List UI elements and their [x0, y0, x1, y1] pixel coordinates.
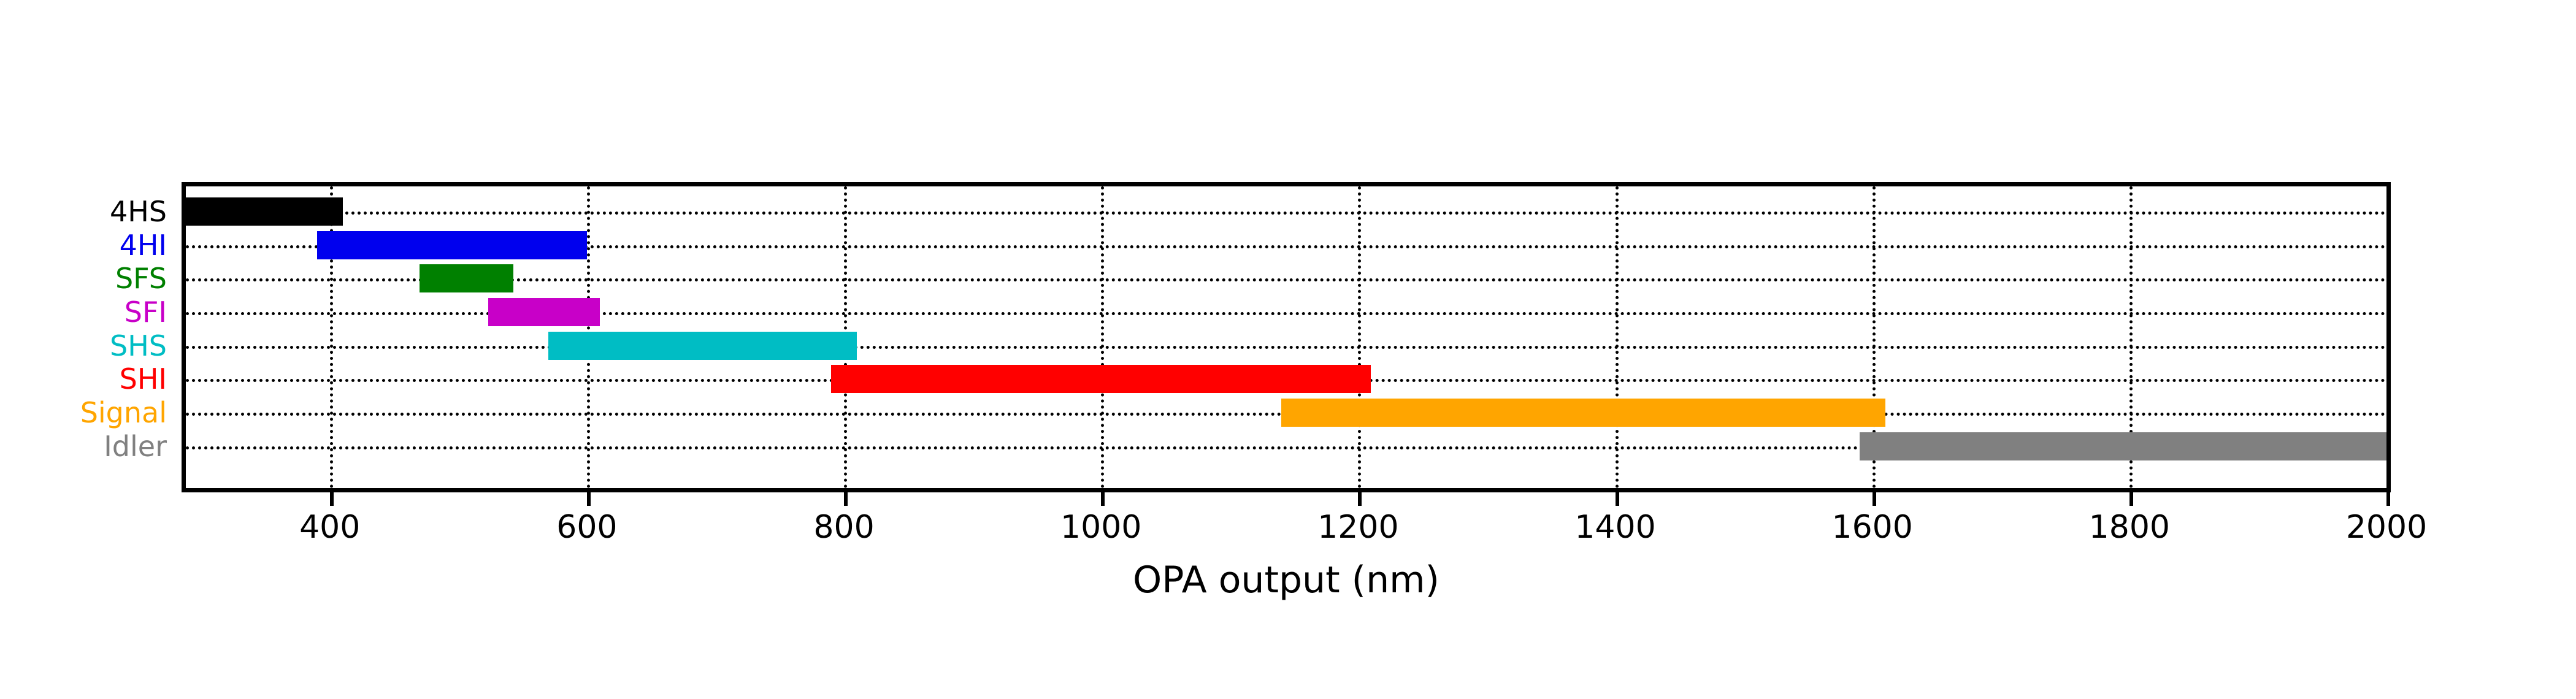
x-tick-label-1400: 1400 — [1574, 509, 1656, 546]
x-tick-label-1600: 1600 — [1831, 509, 1913, 546]
bar-4hi — [316, 231, 587, 259]
vertical-gridline-400 — [329, 186, 333, 488]
x-tick-1600 — [1872, 492, 1876, 506]
y-tick-label-idler: Idler — [104, 429, 167, 463]
bar-shi — [831, 365, 1371, 394]
y-tick-label-4hi: 4HI — [119, 228, 167, 262]
horizontal-gridline-sfi — [186, 312, 2386, 315]
y-tick-label-4hs: 4HS — [109, 195, 167, 228]
vertical-gridline-1600 — [1872, 186, 1876, 488]
x-tick-1400 — [1615, 492, 1619, 506]
vertical-gridline-1400 — [1615, 186, 1619, 488]
y-tick-label-shs: SHS — [110, 329, 167, 362]
x-tick-label-600: 600 — [556, 509, 618, 546]
vertical-gridline-1200 — [1358, 186, 1362, 488]
y-tick-label-sfi: SFI — [124, 296, 167, 329]
horizontal-gridline-sfs — [186, 278, 2386, 282]
x-tick-2000 — [2386, 492, 2390, 506]
plot-area — [182, 182, 2391, 492]
bar-sfs — [420, 264, 514, 293]
horizontal-gridline-shs — [186, 345, 2386, 349]
horizontal-gridline-4hs — [186, 212, 2386, 215]
horizontal-gridline-idler — [186, 446, 2386, 449]
bar-idler — [1859, 432, 2386, 460]
y-tick-label-signal: Signal — [80, 396, 167, 429]
x-tick-1800 — [2129, 492, 2133, 506]
vertical-gridline-1000 — [1101, 186, 1105, 488]
x-tick-label-400: 400 — [299, 509, 361, 546]
x-tick-label-1200: 1200 — [1317, 509, 1399, 546]
x-tick-label-1000: 1000 — [1060, 509, 1142, 546]
x-tick-label-2000: 2000 — [2345, 509, 2428, 546]
bar-signal — [1281, 399, 1885, 427]
y-tick-label-shi: SHI — [119, 362, 167, 396]
x-axis-title-text: OPA output (nm) — [1133, 559, 1439, 602]
x-tick-1000 — [1101, 492, 1105, 506]
x-tick-600 — [586, 492, 591, 506]
x-tick-label-1800: 1800 — [2088, 509, 2170, 546]
x-axis-title: OPA output (nm) — [0, 558, 2576, 602]
horizontal-gridline-4hi — [186, 245, 2386, 248]
bar-shs — [548, 331, 857, 360]
x-tick-label-800: 800 — [813, 509, 875, 546]
y-tick-label-sfs: SFS — [115, 262, 167, 296]
bar-sfi — [488, 298, 600, 326]
vertical-gridline-1800 — [2129, 186, 2133, 488]
x-tick-400 — [329, 492, 334, 506]
y-axis-tick-labels: 4HS 4HI SFS SFI SHS SHI Signal Idler — [0, 182, 174, 492]
x-tick-1200 — [1358, 492, 1362, 506]
x-tick-800 — [844, 492, 848, 506]
bar-4hs — [186, 197, 343, 226]
plot-inner — [186, 186, 2386, 488]
